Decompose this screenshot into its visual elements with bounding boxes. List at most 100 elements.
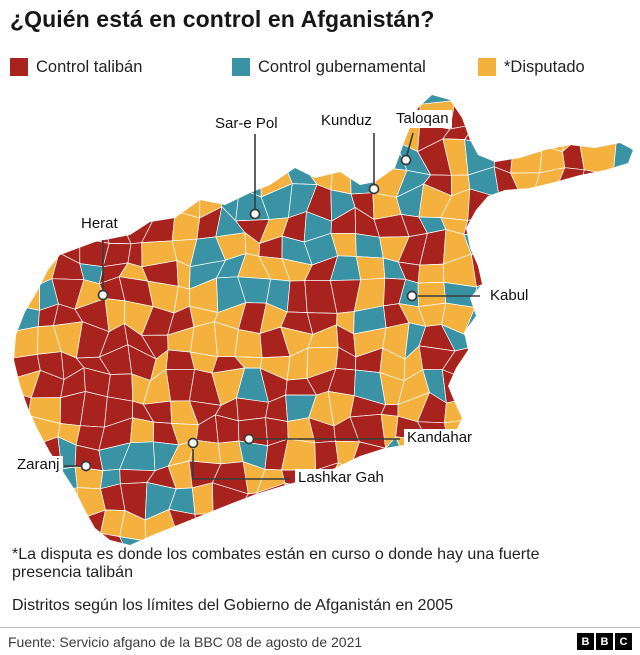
district-cell [75,425,105,451]
district-cell [466,95,498,106]
district-cell [216,276,247,313]
district-cell [74,298,110,333]
district-cell [189,400,222,426]
district-cell [395,517,432,542]
district-cell [141,95,179,129]
district-cell [489,213,515,238]
district-cell [281,235,313,266]
district-cell [36,351,65,380]
district-cell [444,398,477,424]
district-cell [514,466,547,493]
district-cell [491,326,522,356]
district-cell [464,139,496,176]
district-cell [512,188,536,216]
district-cell [285,394,317,422]
footnote-districts: Distritos según los límites del Gobierno… [12,597,454,614]
district-cell [534,238,571,268]
district-cell [14,326,39,360]
district-cell [555,418,587,447]
district-cell [521,445,547,474]
district-cell [169,167,203,199]
district-cell [606,398,633,425]
district-cell [239,163,262,198]
district-cell [58,514,85,540]
district-cell [486,466,523,492]
district-cell [34,160,65,191]
district-cell [442,442,475,472]
district-cell [466,463,495,489]
district-cell [636,439,640,471]
district-cell [463,307,498,335]
district-cell [259,367,288,403]
district-cell [73,124,107,145]
district-cell [123,168,151,198]
district-cell [14,231,18,258]
district-cell [173,285,191,314]
district-cell [302,509,340,539]
district-cell [468,395,498,422]
district-cell [54,208,81,240]
district-cell [418,302,447,327]
district-cell [398,279,419,308]
district-cell [353,305,387,335]
district-cell [417,282,447,308]
district-cell [14,141,18,172]
district-cell [95,168,127,198]
district-cell [30,237,60,266]
district-cell [189,305,219,328]
district-cell [379,236,410,263]
district-cell [330,168,352,195]
district-cell [98,442,131,471]
district-cell [14,162,18,194]
district-cell [79,237,110,268]
district-cell [146,171,172,198]
district-cell [60,367,86,398]
bbc-logo: B B C [577,633,632,650]
district-cell [632,468,633,498]
district-cell [510,172,541,194]
district-cell [119,510,146,542]
district-cell [402,95,426,105]
district-cell [382,322,410,360]
government-color-swatch [232,58,250,76]
district-cell [171,210,201,242]
district-cell [441,324,476,352]
district-cell [234,329,263,358]
district-cell [534,422,563,447]
district-cell [558,331,582,350]
footnote-dispute: *La disputa es donde los combates están … [12,546,540,581]
district-cell [265,417,289,447]
district-cell [562,118,593,152]
district-cell [417,463,444,497]
district-cell [146,189,176,222]
district-cell [188,460,222,489]
district-cell [486,437,523,470]
district-cell [612,139,633,176]
district-cell [304,167,333,191]
district-cell [212,482,249,514]
district-cell [14,370,41,399]
district-cell [0,103,10,128]
district-cell [509,395,546,426]
district-cell [306,312,338,335]
district-cell [330,189,356,222]
district-cell [99,344,133,375]
district-cell [417,392,447,424]
district-cell [463,234,491,259]
district-cell [96,97,127,126]
district-cell [556,95,589,100]
district-cell [259,302,288,334]
district-cell [27,397,62,424]
district-cell [54,184,84,211]
district-cell [27,95,54,129]
district-cell [237,302,267,334]
district-cell [36,325,62,355]
district-cell [397,233,428,266]
district-cell [349,441,387,470]
lashkar-gah-callout-line [192,449,290,480]
district-cell [196,95,221,103]
district-cell [308,417,336,444]
district-cell [534,188,563,209]
district-cell [54,140,84,163]
